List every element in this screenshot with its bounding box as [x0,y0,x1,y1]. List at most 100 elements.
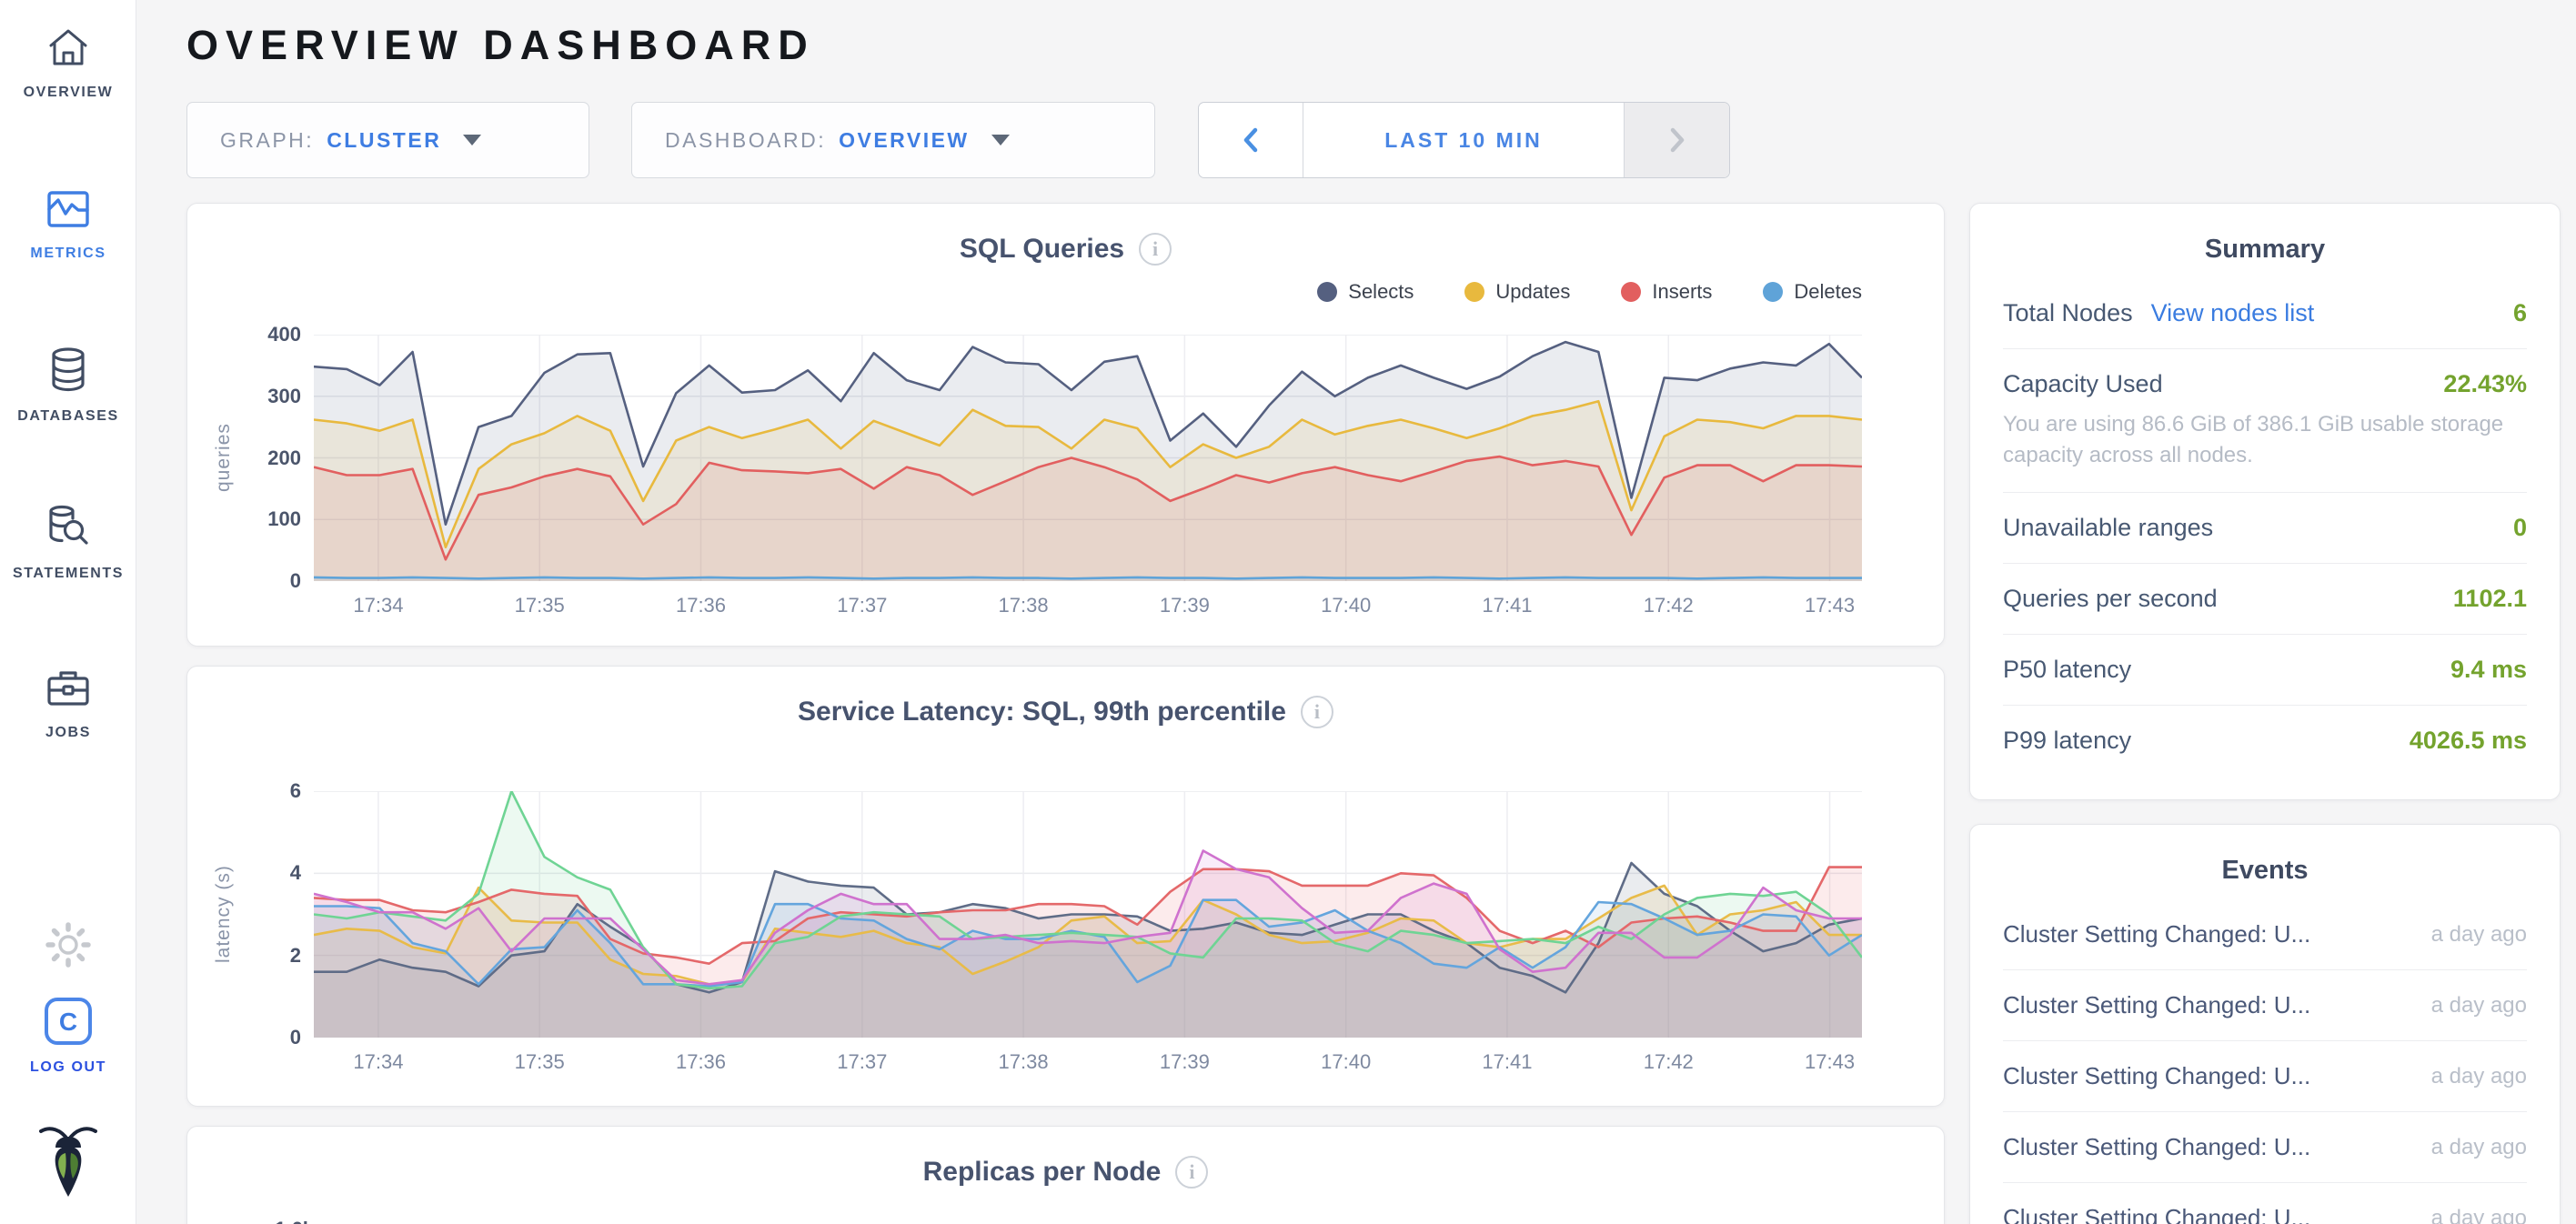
x-tick-label: 17:38 [998,1050,1049,1073]
summary-row-value: 6 [2512,299,2527,326]
sidebar-item-statements[interactable]: STATEMENTS [0,503,136,582]
sql-queries-chart-card: SQL Queries i Selects Updates Inserts Delet… [186,203,1945,647]
summary-row: Queries per second 1102.1 [2003,564,2527,636]
event-time: a day ago [2430,1134,2527,1159]
x-tick-label: 17:39 [1159,1050,1210,1073]
y-tick-label: 300 [267,384,301,407]
sidebar: OVERVIEW METRICS DATABASES [0,0,136,1224]
x-tick-label: 17:36 [675,1050,727,1073]
sidebar-item-label: JOBS [45,725,91,740]
summary-row-value: 4026.5 ms [2409,727,2527,755]
legend-item[interactable]: Selects [1317,276,1414,307]
chart-title: SQL Queries [959,234,1125,264]
chart-title: Service Latency: SQL, 99th percentile [798,697,1286,727]
events-panel: Events Cluster Setting Changed: U... a da… [1969,824,2561,1224]
sidebar-item-label: DATABASES [17,408,119,424]
summary-panel: Summary Total Nodes View nodes list 6 Capac… [1969,203,2561,801]
time-window-prev-button[interactable] [1199,103,1303,177]
summary-row-label: Capacity Used [2003,370,2163,397]
legend-item[interactable]: Updates [1464,276,1570,307]
x-tick-label: 17:41 [1482,594,1533,617]
y-tick-label: 400 [267,323,301,346]
summary-row-value: 1102.1 [2452,585,2527,613]
sidebar-item-metrics[interactable]: METRICS [0,186,136,262]
summary-row-label: Queries per second [2003,585,2218,613]
graph-dropdown[interactable]: GRAPH: CLUSTER [186,102,589,178]
x-tick-label: 17:35 [514,594,565,617]
graph-dropdown-value: CLUSTER [327,127,442,152]
y-tick-label: 0 [289,1026,301,1048]
summary-row: Capacity Used 22.43% You are using 86.6 Gi… [2003,349,2527,494]
info-icon[interactable]: i [1175,1156,1209,1189]
event-time: a day ago [2430,992,2527,1018]
chevron-down-icon [463,135,482,145]
x-tick-label: 17:43 [1805,594,1856,617]
y-tick-label: 100 [267,507,301,531]
logout-label: LOG OUT [29,1059,107,1075]
replicas-per-node-chart-card: Replicas per Node i 1.6k [186,1126,1945,1224]
view-nodes-list-link[interactable]: View nodes list [2150,299,2315,326]
event-text: Cluster Setting Changed: U... [2003,1204,2311,1224]
sidebar-item-overview[interactable]: OVERVIEW [0,24,136,101]
sidebar-item-jobs[interactable]: JOBS [0,666,136,741]
legend-dot-icon [1464,282,1485,302]
info-icon[interactable]: i [1300,696,1333,728]
event-row: Cluster Setting Changed: U... a day ago [2003,1041,2527,1113]
cockroach-bug-logo [39,1127,97,1208]
legend-dot-icon [1317,282,1338,302]
x-tick-label: 17:38 [998,594,1049,617]
time-window-next-button[interactable] [1624,103,1729,177]
x-tick-label: 17:42 [1643,1050,1694,1073]
summary-row-value: 0 [2512,514,2527,542]
summary-title: Summary [2204,234,2326,264]
x-tick-label: 17:37 [837,1050,888,1073]
sidebar-item-settings[interactable] [0,920,136,974]
legend-label: Updates [1495,280,1571,303]
events-rows: Cluster Setting Changed: U... a day ago Cl… [2003,899,2527,1224]
event-text: Cluster Setting Changed: U... [2003,1133,2311,1161]
dashboard-dropdown-label: DASHBOARD: [665,127,827,152]
service-latency-plot[interactable] [313,789,1864,1038]
summary-row: Total Nodes View nodes list 6 [2003,278,2527,349]
statements-icon [44,505,93,556]
x-tick-label: 17:37 [837,594,888,617]
y-tick-label: 2 [289,943,301,967]
legend-label: Deletes [1794,280,1862,303]
info-icon[interactable]: i [1139,233,1172,266]
summary-row-label: P50 latency [2003,656,2132,684]
x-tick-label: 17:34 [353,594,404,617]
jobs-icon [45,671,92,715]
time-range-button[interactable]: LAST 10 MIN [1384,127,1543,152]
x-tick-label: 17:36 [675,594,727,617]
legend-dot-icon [1763,282,1784,302]
chart-area: queries 0 100 200 300 400 17:34 17:35 17:36 17:3… [187,323,1944,627]
event-text: Cluster Setting Changed: U... [2003,1062,2311,1090]
right-sidebar: Summary Total Nodes View nodes list 6 Capac… [1969,203,2561,1224]
service-latency-chart-card: Service Latency: SQL, 99th percentile i … [186,666,1945,1107]
summary-row-label: Unavailable ranges [2003,514,2214,542]
sidebar-item-logout[interactable]: C LOG OUT [0,997,136,1076]
legend-dot-icon [1621,282,1642,302]
event-time: a day ago [2430,921,2527,947]
legend-item[interactable]: Deletes [1763,276,1862,307]
chevron-down-icon [991,135,1010,145]
y-tick-label: 200 [267,446,301,469]
y-tick-label: 4 [289,861,301,885]
graph-dropdown-label: GRAPH: [220,127,315,152]
dashboard-dropdown[interactable]: DASHBOARD: OVERVIEW [631,102,1155,178]
legend-label: Inserts [1652,280,1713,303]
x-tick-label: 17:42 [1643,594,1694,617]
y-axis-title: latency (s) [213,865,234,964]
databases-icon [45,347,91,398]
event-row: Cluster Setting Changed: U... a day ago [2003,1183,2527,1224]
event-time: a day ago [2430,1063,2527,1089]
legend-item[interactable]: Inserts [1621,276,1712,307]
event-row: Cluster Setting Changed: U... a day ago [2003,899,2527,971]
x-tick-label: 17:40 [1321,1050,1372,1073]
metrics-icon [45,191,91,236]
sql-queries-plot[interactable] [313,334,1863,581]
main-content: OVERVIEW DASHBOARD GRAPH: CLUSTER DASHBO… [186,0,1945,1224]
sidebar-item-databases[interactable]: DATABASES [0,346,136,425]
summary-rows: Total Nodes View nodes list 6 Capacity Used… [2003,278,2527,776]
